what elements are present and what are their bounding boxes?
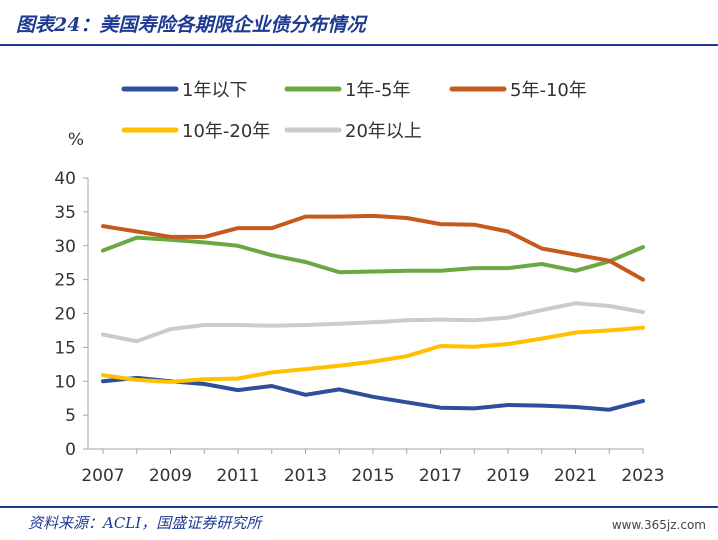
legend-label: 1年-5年 [345,80,410,101]
x-tick-label: 2007 [81,466,124,486]
y-axis-unit-label: % [68,130,84,150]
x-axis: 2007 2009 2011 2013 2015 2017 2019 2021 2023 [81,448,665,486]
legend-label: 20年以上 [345,121,422,142]
legend-label: 10年-20年 [182,121,270,142]
y-axis: 0 5 10 15 20 25 30 35 40 [54,169,89,460]
series-line [101,213,645,282]
y-tick-label: 5 [65,406,76,426]
x-tick-label: 2019 [486,466,529,486]
y-tick-label: 15 [54,338,76,358]
line-chart: 1年以下 1年-5年 5年-10年 10年-20年 20年以上 % 0 5 10 15 20 25… [54,80,665,486]
x-tick-label: 2013 [284,466,327,486]
y-tick-label: 20 [54,305,76,325]
chart-legend: 1年以下 1年-5年 5年-10年 10年-20年 20年以上 [121,80,587,142]
x-tick-label: 2017 [419,466,462,486]
y-tick-label: 30 [54,237,76,257]
title-divider [0,44,718,46]
watermark: www.365jz.com [611,518,706,532]
figure-title: 图表24：美国寿险各期限企业债分布情况 [16,14,366,36]
y-tick-label: 35 [54,203,76,223]
series-line [101,301,645,344]
y-tick-label: 0 [65,440,76,460]
source-divider [0,506,718,508]
x-tick-label: 2021 [554,466,597,486]
x-tick-label: 2009 [149,466,192,486]
legend-label: 5年-10年 [510,80,587,101]
x-tick-label: 2015 [351,466,394,486]
series-line [101,375,645,412]
series-line [101,235,645,275]
y-tick-label: 10 [54,372,76,392]
y-tick-label: 40 [54,169,76,189]
legend-label: 1年以下 [182,80,247,101]
source-note: 资料来源：ACLI，国盛证券研究所 [28,514,262,532]
series-line [101,325,645,384]
series-lines [101,213,645,412]
x-tick-label: 2011 [216,466,259,486]
y-tick-label: 25 [54,271,76,291]
x-tick-label: 2023 [621,466,664,486]
